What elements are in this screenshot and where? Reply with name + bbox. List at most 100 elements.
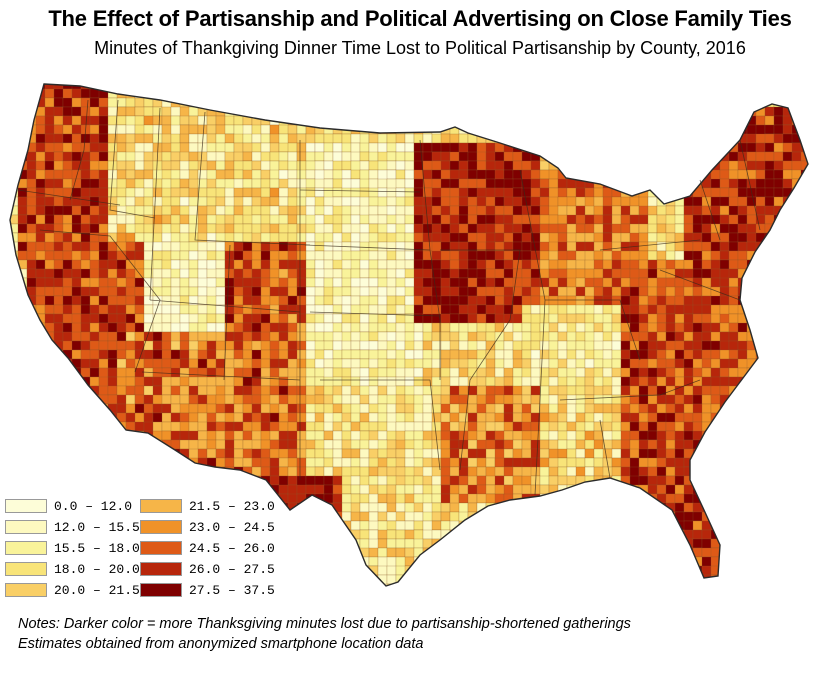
county-patch	[810, 449, 819, 458]
county-patch	[485, 205, 496, 216]
county-patch	[161, 88, 172, 99]
county-patch	[98, 124, 109, 135]
county-patch	[638, 304, 649, 315]
county-patch	[755, 196, 766, 207]
county-patch	[746, 529, 757, 540]
county-patch	[764, 529, 775, 540]
county-patch	[17, 232, 28, 243]
county-patch	[557, 88, 568, 99]
county-patch	[611, 511, 631, 531]
county-patch	[125, 124, 136, 135]
county-patch	[35, 322, 46, 333]
county-patch	[26, 84, 37, 90]
county-patch	[449, 376, 460, 387]
county-patch	[828, 350, 837, 359]
county-patch	[611, 367, 622, 378]
county-patch	[377, 502, 388, 513]
county-patch	[692, 340, 703, 351]
county-patch	[107, 430, 118, 441]
county-patch	[71, 430, 82, 441]
county-patch	[215, 160, 226, 171]
county-patch	[719, 124, 730, 135]
county-patch	[242, 232, 253, 243]
county-patch	[143, 475, 154, 495]
county-patch	[647, 511, 658, 522]
county-patch	[26, 205, 37, 216]
county-patch	[296, 259, 307, 270]
county-patch	[665, 97, 676, 108]
county-patch	[512, 457, 523, 468]
county-patch	[683, 196, 694, 207]
county-patch	[819, 314, 828, 323]
county-patch	[134, 367, 145, 378]
county-patch	[233, 187, 244, 198]
county-patch	[152, 84, 163, 90]
county-patch	[665, 142, 685, 153]
county-patch	[584, 520, 604, 531]
county-patch	[665, 295, 676, 306]
county-patch	[764, 340, 775, 351]
county-patch	[584, 529, 595, 549]
county-patch	[35, 475, 46, 495]
county-patch	[161, 385, 172, 396]
county-patch	[485, 97, 496, 108]
county-patch	[107, 349, 118, 360]
county-patch	[575, 232, 586, 243]
county-patch	[494, 331, 505, 342]
county-patch	[188, 367, 199, 378]
county-patch	[773, 241, 784, 252]
county-patch	[422, 475, 433, 486]
county-patch	[828, 467, 837, 476]
county-patch	[305, 232, 316, 243]
county-patch	[476, 412, 487, 423]
county-patch	[476, 457, 487, 468]
county-patch	[377, 241, 388, 252]
county-patch	[485, 547, 505, 558]
county-patch	[819, 377, 828, 386]
county-patch	[656, 304, 667, 315]
county-patch	[656, 106, 667, 117]
county-patch	[710, 106, 721, 126]
county-patch	[746, 502, 757, 513]
county-patch	[764, 412, 775, 432]
county-patch	[629, 151, 640, 171]
county-patch	[44, 340, 55, 351]
county-patch	[782, 286, 793, 297]
county-patch	[368, 304, 379, 315]
county-patch	[260, 403, 271, 414]
county-patch	[35, 412, 55, 423]
county-patch	[179, 286, 190, 297]
county-patch	[530, 84, 541, 99]
county-patch	[584, 84, 595, 90]
county-patch	[503, 88, 514, 99]
county-patch	[413, 484, 424, 495]
county-patch	[296, 106, 316, 117]
county-patch	[314, 250, 325, 261]
county-patch	[683, 340, 694, 351]
county-patch	[215, 241, 226, 252]
county-patch	[233, 115, 244, 126]
county-patch	[764, 259, 784, 270]
county-patch	[764, 367, 775, 378]
county-patch	[80, 115, 91, 126]
county-patch	[467, 178, 478, 189]
county-patch	[179, 84, 190, 90]
county-patch	[819, 170, 828, 179]
county-patch	[323, 466, 334, 477]
county-patch	[584, 151, 595, 171]
county-patch	[206, 322, 217, 333]
county-patch	[26, 475, 37, 486]
county-patch	[539, 268, 550, 279]
county-patch	[377, 214, 388, 225]
county-patch	[530, 124, 541, 135]
county-patch	[819, 80, 828, 89]
county-patch	[764, 538, 775, 549]
county-patch	[413, 340, 424, 351]
county-patch	[638, 529, 658, 549]
county-patch	[737, 223, 748, 234]
county-patch	[764, 457, 775, 468]
county-patch	[701, 367, 712, 378]
county-patch	[530, 502, 541, 522]
county-patch	[737, 511, 748, 522]
county-patch	[143, 484, 154, 495]
